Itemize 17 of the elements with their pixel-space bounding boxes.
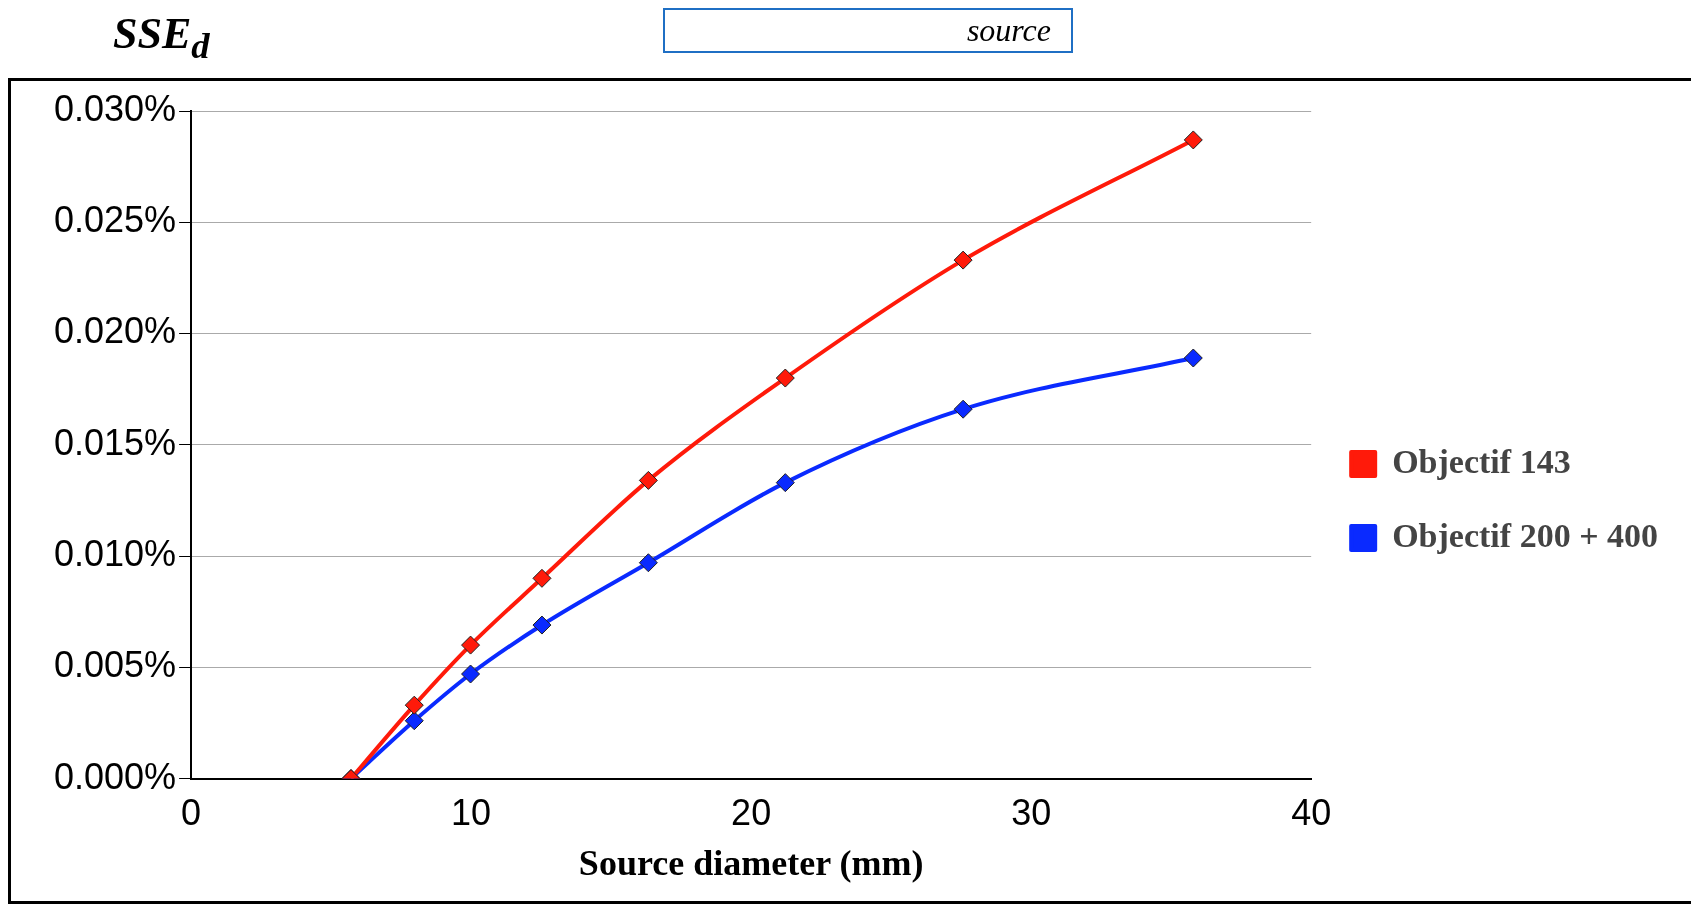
x-tick-label: 40 (1291, 792, 1332, 834)
y-tick-label: 0.020% (53, 310, 177, 352)
y-tick-label: 0.015% (53, 421, 177, 463)
y-tick-label: 0.005% (53, 644, 177, 686)
y-tick-label: 0.010% (53, 532, 177, 574)
legend-label: Objectif 200 + 400 (1392, 516, 1658, 554)
x-tick-label: 20 (731, 792, 772, 834)
y-axis-title: SSE$_{d}$ (113, 8, 210, 67)
y-tick-label: 0.030% (53, 87, 177, 129)
legend-label: Objectif 143 (1392, 442, 1571, 480)
x-tick-label: 0 (181, 792, 202, 834)
y-tick-label: 0.000% (53, 755, 177, 797)
x-tick-label: 30 (1011, 792, 1052, 834)
text: source (663, 8, 1073, 53)
x-tick-label: 10 (451, 792, 492, 834)
y-tick-label: 0.025% (53, 199, 177, 241)
x-axis-title: Source diameter (mm) (578, 842, 924, 883)
